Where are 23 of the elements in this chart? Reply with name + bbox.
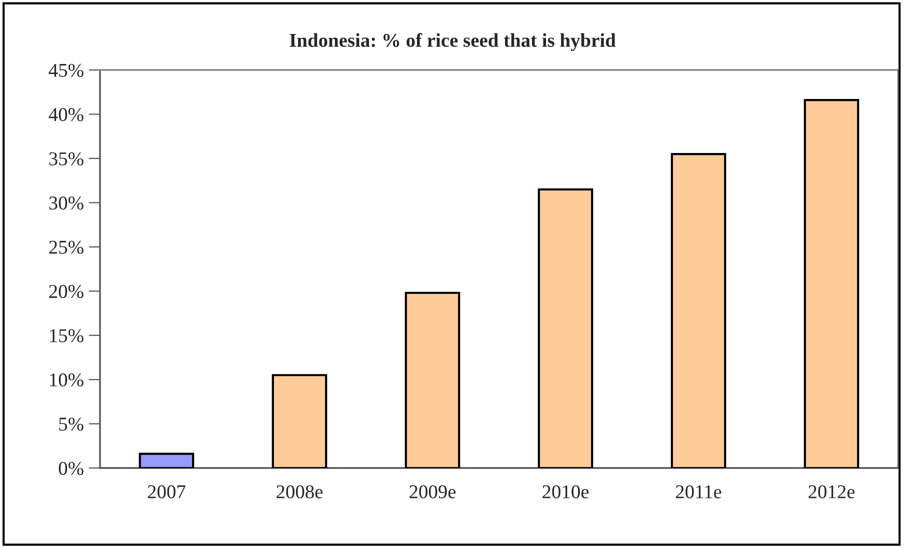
x-tick-label: 2012e: [808, 485, 855, 498]
y-tick-label: 0%: [58, 462, 84, 475]
y-tick-label: 40%: [48, 108, 84, 122]
bar: [538, 188, 594, 468]
y-tick-label: 25%: [49, 240, 84, 254]
bar: [670, 152, 726, 468]
bar: [138, 452, 194, 468]
x-tick-label: 2011e: [676, 485, 722, 498]
x-tick-label: 2010e: [542, 485, 589, 498]
x-tick-label: 2007: [148, 485, 186, 498]
chart-title: Indonesia: % of rice seed that is hybrid: [290, 33, 616, 51]
bar: [272, 374, 328, 468]
bar: [804, 99, 860, 468]
y-tick-label: 35%: [49, 152, 84, 166]
x-tick-label: 2009e: [410, 485, 456, 498]
y-tick-label: 20%: [49, 284, 84, 298]
y-tick-label: 45%: [48, 64, 84, 77]
x-tick-label: 2008e: [276, 485, 323, 498]
y-tick-label: 15%: [50, 329, 84, 342]
y-tick-label: 30%: [49, 196, 84, 210]
y-tick-label: 10%: [50, 373, 84, 387]
y-tick-label: 5%: [59, 418, 84, 431]
bar: [404, 292, 460, 468]
